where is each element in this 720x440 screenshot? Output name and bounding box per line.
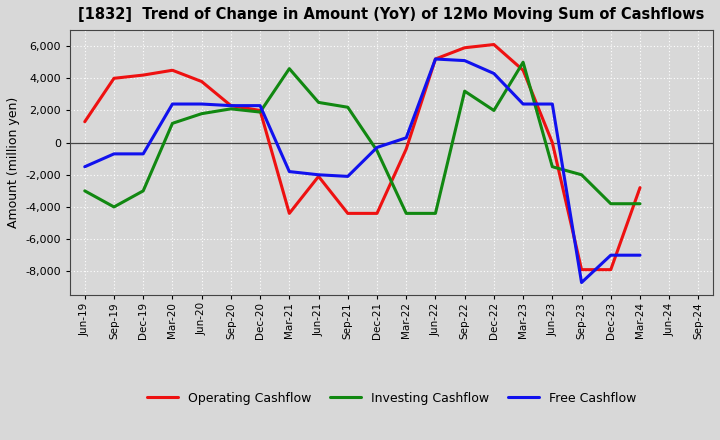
- Operating Cashflow: [314, 174, 323, 179]
- Operating Cashflow: [402, 147, 410, 152]
- Operating Cashflow: [227, 103, 235, 108]
- Operating Cashflow: [285, 211, 294, 216]
- Free Cashflow: [490, 71, 498, 76]
- Operating Cashflow: [577, 267, 586, 272]
- Free Cashflow: [460, 58, 469, 63]
- Operating Cashflow: [139, 73, 148, 78]
- Operating Cashflow: [636, 185, 644, 190]
- Investing Cashflow: [519, 59, 528, 65]
- Investing Cashflow: [256, 110, 264, 115]
- Investing Cashflow: [636, 201, 644, 206]
- Operating Cashflow: [256, 108, 264, 113]
- Free Cashflow: [636, 253, 644, 258]
- Free Cashflow: [431, 56, 440, 62]
- Y-axis label: Amount (million yen): Amount (million yen): [7, 97, 20, 228]
- Investing Cashflow: [81, 188, 89, 194]
- Operating Cashflow: [168, 68, 176, 73]
- Investing Cashflow: [109, 204, 118, 209]
- Operating Cashflow: [490, 42, 498, 47]
- Investing Cashflow: [577, 172, 586, 177]
- Operating Cashflow: [343, 211, 352, 216]
- Investing Cashflow: [373, 148, 382, 153]
- Operating Cashflow: [606, 267, 615, 272]
- Operating Cashflow: [197, 79, 206, 84]
- Free Cashflow: [197, 101, 206, 106]
- Free Cashflow: [343, 174, 352, 179]
- Free Cashflow: [606, 253, 615, 258]
- Investing Cashflow: [139, 188, 148, 194]
- Investing Cashflow: [606, 201, 615, 206]
- Operating Cashflow: [548, 140, 557, 145]
- Free Cashflow: [548, 101, 557, 106]
- Operating Cashflow: [109, 76, 118, 81]
- Investing Cashflow: [285, 66, 294, 71]
- Operating Cashflow: [519, 68, 528, 73]
- Free Cashflow: [168, 101, 176, 106]
- Free Cashflow: [256, 103, 264, 108]
- Operating Cashflow: [81, 119, 89, 125]
- Investing Cashflow: [343, 105, 352, 110]
- Title: [1832]  Trend of Change in Amount (YoY) of 12Mo Moving Sum of Cashflows: [1832] Trend of Change in Amount (YoY) o…: [78, 7, 705, 22]
- Investing Cashflow: [490, 108, 498, 113]
- Investing Cashflow: [431, 211, 440, 216]
- Free Cashflow: [227, 103, 235, 108]
- Free Cashflow: [285, 169, 294, 174]
- Free Cashflow: [519, 101, 528, 106]
- Line: Free Cashflow: Free Cashflow: [85, 59, 640, 282]
- Investing Cashflow: [402, 211, 410, 216]
- Free Cashflow: [577, 280, 586, 285]
- Free Cashflow: [109, 151, 118, 157]
- Investing Cashflow: [227, 106, 235, 111]
- Investing Cashflow: [460, 88, 469, 94]
- Investing Cashflow: [168, 121, 176, 126]
- Operating Cashflow: [373, 211, 382, 216]
- Operating Cashflow: [431, 56, 440, 62]
- Free Cashflow: [314, 172, 323, 177]
- Free Cashflow: [139, 151, 148, 157]
- Operating Cashflow: [460, 45, 469, 51]
- Free Cashflow: [402, 135, 410, 140]
- Free Cashflow: [81, 164, 89, 169]
- Investing Cashflow: [548, 164, 557, 169]
- Investing Cashflow: [197, 111, 206, 116]
- Investing Cashflow: [314, 100, 323, 105]
- Free Cashflow: [373, 145, 382, 150]
- Legend: Operating Cashflow, Investing Cashflow, Free Cashflow: Operating Cashflow, Investing Cashflow, …: [142, 387, 642, 410]
- Line: Investing Cashflow: Investing Cashflow: [85, 62, 640, 213]
- Line: Operating Cashflow: Operating Cashflow: [85, 44, 640, 270]
